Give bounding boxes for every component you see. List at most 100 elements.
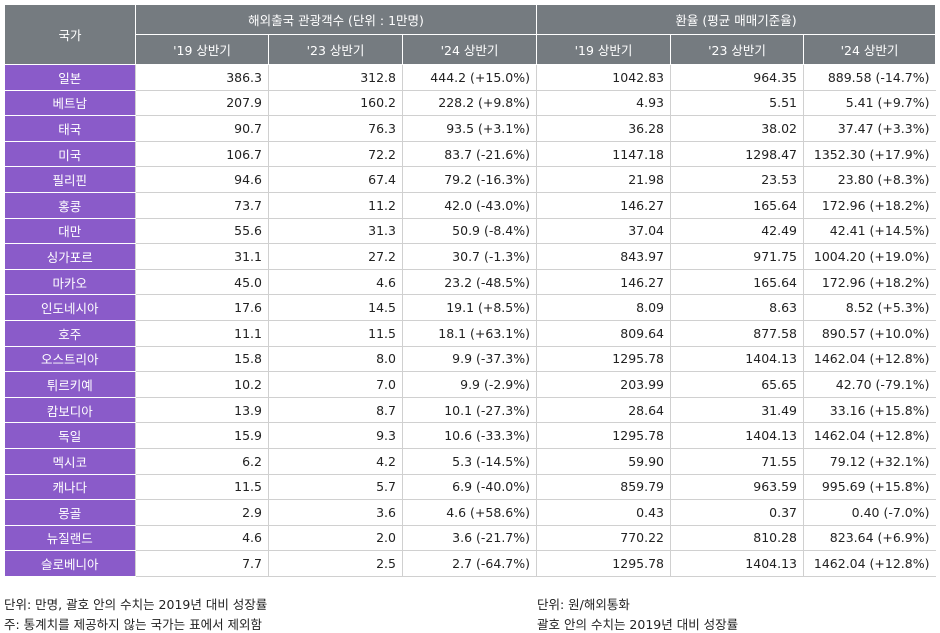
cell: 10.2 [135, 371, 269, 398]
cell: 3.6 [268, 499, 403, 526]
cell: 995.69 (+15.8%) [803, 474, 936, 501]
table-row: 몽골 2.9 3.6 4.6 (+58.6%) 0.43 0.37 0.40 (-7.0%) [4, 499, 936, 526]
cell: 36.28 [536, 115, 671, 142]
header-sub: '23 상반기 [268, 34, 403, 65]
table-row: 싱가포르 31.1 27.2 30.7 (-1.3%) 843.97 971.75 1004… [4, 243, 936, 270]
table-row: 마카오 45.0 4.6 23.2 (-48.5%) 146.27 165.64 172.9… [4, 269, 936, 296]
header-sub: '24 상반기 [803, 34, 936, 65]
cell: 72.2 [268, 141, 403, 168]
cell: 1404.13 [670, 422, 804, 449]
cell: 42.49 [670, 218, 804, 245]
cell: 228.2 (+9.8%) [402, 90, 537, 117]
table-row: 태국 90.7 76.3 93.5 (+3.1%) 36.28 38.02 37.47 (+… [4, 115, 936, 142]
table-row: 대만 55.6 31.3 50.9 (-8.4%) 37.04 42.49 42.41 (+… [4, 218, 936, 245]
cell: 9.9 (-37.3%) [402, 346, 537, 373]
cell: 1295.78 [536, 550, 671, 577]
country-cell: 오스트리아 [4, 346, 136, 373]
country-cell: 호주 [4, 320, 136, 347]
country-cell: 캄보디아 [4, 397, 136, 424]
cell: 172.96 (+18.2%) [803, 192, 936, 219]
table-row: 홍콩 73.7 11.2 42.0 (-43.0%) 146.27 165.64 172.9… [4, 192, 936, 219]
cell: 770.22 [536, 525, 671, 552]
table-row: 멕시코 6.2 4.2 5.3 (-14.5%) 59.90 71.55 79.12 (+3… [4, 448, 936, 475]
cell: 1462.04 (+12.8%) [803, 550, 936, 577]
cell: 11.5 [135, 474, 269, 501]
cell: 2.7 (-64.7%) [402, 550, 537, 577]
cell: 165.64 [670, 269, 804, 296]
table-row: 일본 386.3 312.8 444.2 (+15.0%) 1042.83 964.35 8… [4, 64, 936, 91]
cell: 11.5 [268, 320, 403, 347]
data-table: 국가 해외출국 관광객수 (단위 : 1만명) 환율 (평균 매매기준율) '1… [4, 4, 936, 577]
cell: 5.7 [268, 474, 403, 501]
header-group: 환율 (평균 매매기준율) [536, 4, 936, 35]
table-row: 호주 11.1 11.5 18.1 (+63.1%) 809.64 877.58 890.5… [4, 320, 936, 347]
cell: 31.1 [135, 243, 269, 270]
cell: 4.93 [536, 90, 671, 117]
header-sub: '24 상반기 [402, 34, 537, 65]
cell: 4.2 [268, 448, 403, 475]
table-row: 뉴질랜드 4.6 2.0 3.6 (-21.7%) 770.22 810.28 823.64… [4, 525, 936, 552]
cell: 38.02 [670, 115, 804, 142]
cell: 823.64 (+6.9%) [803, 525, 936, 552]
cell: 19.1 (+8.5%) [402, 294, 537, 321]
cell: 9.9 (-2.9%) [402, 371, 537, 398]
cell: 27.2 [268, 243, 403, 270]
country-cell: 싱가포르 [4, 243, 136, 270]
cell: 8.09 [536, 294, 671, 321]
cell: 2.5 [268, 550, 403, 577]
country-cell: 인도네시아 [4, 294, 136, 321]
cell: 6.2 [135, 448, 269, 475]
cell: 42.41 (+14.5%) [803, 218, 936, 245]
cell: 21.98 [536, 166, 671, 193]
cell: 79.2 (-16.3%) [402, 166, 537, 193]
cell: 1462.04 (+12.8%) [803, 346, 936, 373]
cell: 71.55 [670, 448, 804, 475]
cell: 444.2 (+15.0%) [402, 64, 537, 91]
cell: 65.65 [670, 371, 804, 398]
cell: 1462.04 (+12.8%) [803, 422, 936, 449]
cell: 1042.83 [536, 64, 671, 91]
cell: 106.7 [135, 141, 269, 168]
country-cell: 필리핀 [4, 166, 136, 193]
cell: 859.79 [536, 474, 671, 501]
cell: 0.43 [536, 499, 671, 526]
cell: 4.6 (+58.6%) [402, 499, 537, 526]
cell: 37.47 (+3.3%) [803, 115, 936, 142]
cell: 6.9 (-40.0%) [402, 474, 537, 501]
cell: 890.57 (+10.0%) [803, 320, 936, 347]
cell: 17.6 [135, 294, 269, 321]
table-row: 독일 15.9 9.3 10.6 (-33.3%) 1295.78 1404.13 1462… [4, 422, 936, 449]
cell: 963.59 [670, 474, 804, 501]
cell: 386.3 [135, 64, 269, 91]
cell: 37.04 [536, 218, 671, 245]
cell: 146.27 [536, 269, 671, 296]
cell: 4.6 [268, 269, 403, 296]
cell: 50.9 (-8.4%) [402, 218, 537, 245]
table-row: 슬로베니아 7.7 2.5 2.7 (-64.7%) 1295.78 1404.13 146… [4, 550, 936, 577]
cell: 7.0 [268, 371, 403, 398]
cell: 28.64 [536, 397, 671, 424]
note: 단위: 만명, 괄호 안의 수치는 2019년 대비 성장률 [4, 597, 268, 612]
country-cell: 미국 [4, 141, 136, 168]
cell: 8.7 [268, 397, 403, 424]
cell: 843.97 [536, 243, 671, 270]
country-cell: 베트남 [4, 90, 136, 117]
country-cell: 태국 [4, 115, 136, 142]
cell: 90.7 [135, 115, 269, 142]
cell: 42.70 (-79.1%) [803, 371, 936, 398]
cell: 8.0 [268, 346, 403, 373]
cell: 172.96 (+18.2%) [803, 269, 936, 296]
note: 단위: 원/해외통화 [537, 597, 630, 612]
header-country: 국가 [4, 4, 136, 65]
header-sub: '19 상반기 [536, 34, 671, 65]
country-cell: 멕시코 [4, 448, 136, 475]
cell: 2.9 [135, 499, 269, 526]
cell: 4.6 [135, 525, 269, 552]
cell: 10.1 (-27.3%) [402, 397, 537, 424]
cell: 31.3 [268, 218, 403, 245]
cell: 146.27 [536, 192, 671, 219]
cell: 15.8 [135, 346, 269, 373]
cell: 10.6 (-33.3%) [402, 422, 537, 449]
cell: 76.3 [268, 115, 403, 142]
